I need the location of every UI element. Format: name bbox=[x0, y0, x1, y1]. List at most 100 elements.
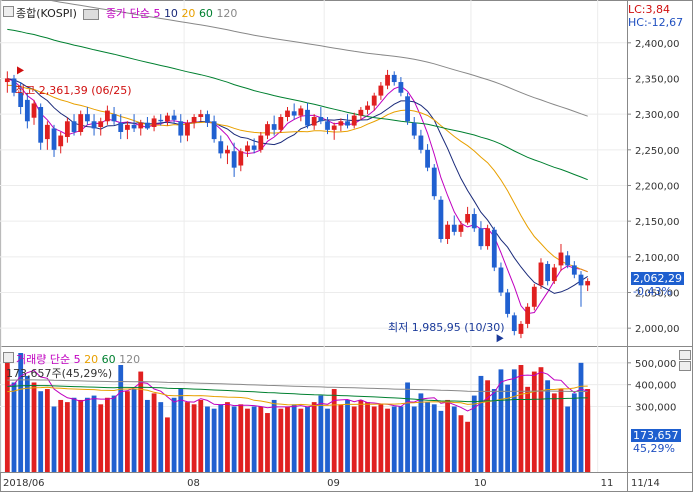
volume-bar bbox=[104, 397, 110, 472]
volume-bar bbox=[31, 382, 37, 472]
candle-body bbox=[4, 78, 10, 83]
price-ma-lines bbox=[7, 0, 588, 315]
candle-body bbox=[24, 99, 30, 122]
price-ma-20[interactable]: 20 bbox=[181, 7, 196, 20]
volume-panel-title[interactable]: 거래량 bbox=[16, 353, 47, 366]
price-panel-title[interactable]: 종합(KOSPI) bbox=[16, 7, 77, 20]
candle-body bbox=[211, 121, 217, 140]
x-axis: 2018/06 08 09 10 11 11/14 bbox=[3, 478, 660, 489]
volume-bar bbox=[431, 404, 437, 472]
volume-ma-20[interactable]: 20 bbox=[84, 353, 99, 366]
volume-bar bbox=[151, 393, 157, 472]
candle-body bbox=[511, 315, 517, 332]
volume-bar bbox=[545, 380, 551, 472]
scroll-up-button[interactable] bbox=[679, 350, 691, 360]
volume-ma-60[interactable]: 60 bbox=[101, 353, 116, 366]
price-tick-label: 2,200,00 bbox=[635, 181, 680, 192]
candle-body bbox=[478, 228, 484, 247]
volume-bar bbox=[84, 397, 90, 472]
volume-ma-120[interactable]: 120 bbox=[119, 353, 141, 366]
candle-body bbox=[338, 121, 344, 126]
x-tick-label: 11 bbox=[601, 478, 614, 489]
candle-body bbox=[158, 119, 164, 122]
candle-body bbox=[265, 124, 270, 136]
candle-body bbox=[585, 281, 591, 286]
candle-body bbox=[491, 229, 497, 268]
candle-body bbox=[251, 145, 257, 150]
candle-body bbox=[118, 122, 124, 132]
candle-body bbox=[558, 252, 564, 266]
candle-body bbox=[271, 124, 277, 130]
volume-bar bbox=[498, 369, 504, 472]
candle-body bbox=[18, 92, 24, 108]
volume-bar bbox=[325, 408, 330, 472]
volume-bar bbox=[24, 375, 30, 472]
candle-body bbox=[225, 149, 230, 154]
volume-bar bbox=[551, 393, 557, 472]
volume-bar bbox=[158, 402, 164, 472]
volume-bar bbox=[138, 371, 144, 472]
volume-panel-menu-button[interactable] bbox=[3, 352, 14, 363]
candle-body bbox=[145, 122, 150, 129]
volume-bar bbox=[491, 389, 497, 472]
volume-bar bbox=[58, 399, 64, 472]
candle-body bbox=[51, 128, 57, 150]
candle-body bbox=[231, 151, 237, 168]
candle-body bbox=[64, 121, 70, 137]
volume-bar bbox=[565, 406, 571, 472]
volume-bar bbox=[338, 404, 344, 472]
scroll-down-button[interactable] bbox=[679, 361, 691, 371]
x-tick-label: 2018/06 bbox=[3, 478, 45, 489]
volume-bar bbox=[331, 389, 337, 472]
high-arrow bbox=[17, 66, 25, 75]
volume-bar bbox=[225, 402, 230, 472]
volume-bar bbox=[231, 406, 237, 472]
volume-bar bbox=[298, 408, 304, 472]
candle-body bbox=[565, 255, 571, 266]
candle-body bbox=[138, 122, 144, 129]
volume-ma-5-line bbox=[7, 369, 588, 412]
volume-bar bbox=[258, 406, 264, 472]
volume-bar bbox=[51, 406, 57, 472]
volume-bar bbox=[511, 369, 517, 472]
x-tick-label: 10 bbox=[474, 478, 487, 489]
price-ma-120[interactable]: 120 bbox=[216, 7, 238, 20]
volume-bar bbox=[145, 399, 150, 472]
volume-bar bbox=[518, 365, 524, 472]
volume-bar bbox=[4, 358, 10, 472]
volume-bar bbox=[165, 417, 170, 472]
price-tick-label: 2,000,00 bbox=[635, 324, 680, 335]
candle-body bbox=[91, 121, 97, 129]
candle-body bbox=[104, 110, 110, 122]
price-ma-5[interactable]: 5 bbox=[153, 7, 161, 20]
volume-bar bbox=[398, 406, 404, 472]
candle-body bbox=[98, 121, 104, 127]
volume-bar bbox=[18, 353, 24, 472]
volume-bar bbox=[291, 404, 297, 472]
volume-bar bbox=[351, 406, 357, 472]
volume-bar bbox=[278, 408, 284, 472]
price-ma-10[interactable]: 10 bbox=[163, 7, 178, 20]
volume-bar bbox=[358, 399, 364, 472]
volume-bar bbox=[78, 399, 84, 472]
price-panel-menu-button[interactable] bbox=[3, 6, 14, 17]
ma-60-line bbox=[7, 28, 588, 181]
ma-20-line bbox=[7, 84, 588, 273]
settings-icon[interactable] bbox=[83, 8, 100, 20]
volume-bar bbox=[305, 406, 310, 472]
candle-body bbox=[11, 78, 17, 93]
volume-bar bbox=[271, 399, 277, 472]
candle-body bbox=[398, 82, 404, 93]
x-tick-label: 11/14 bbox=[631, 478, 660, 489]
candle-body bbox=[358, 109, 364, 116]
volume-ma-5[interactable]: 5 bbox=[73, 353, 81, 366]
volume-bar bbox=[44, 389, 50, 472]
volume-bar bbox=[411, 406, 417, 472]
candle-body bbox=[218, 141, 224, 154]
volume-bar bbox=[185, 402, 190, 472]
volume-y-axis: 300,000 400,000 500,000 bbox=[627, 359, 676, 413]
volume-bar bbox=[64, 402, 70, 472]
last-change: -0,43% bbox=[633, 285, 672, 298]
price-ma-60[interactable]: 60 bbox=[198, 7, 213, 20]
